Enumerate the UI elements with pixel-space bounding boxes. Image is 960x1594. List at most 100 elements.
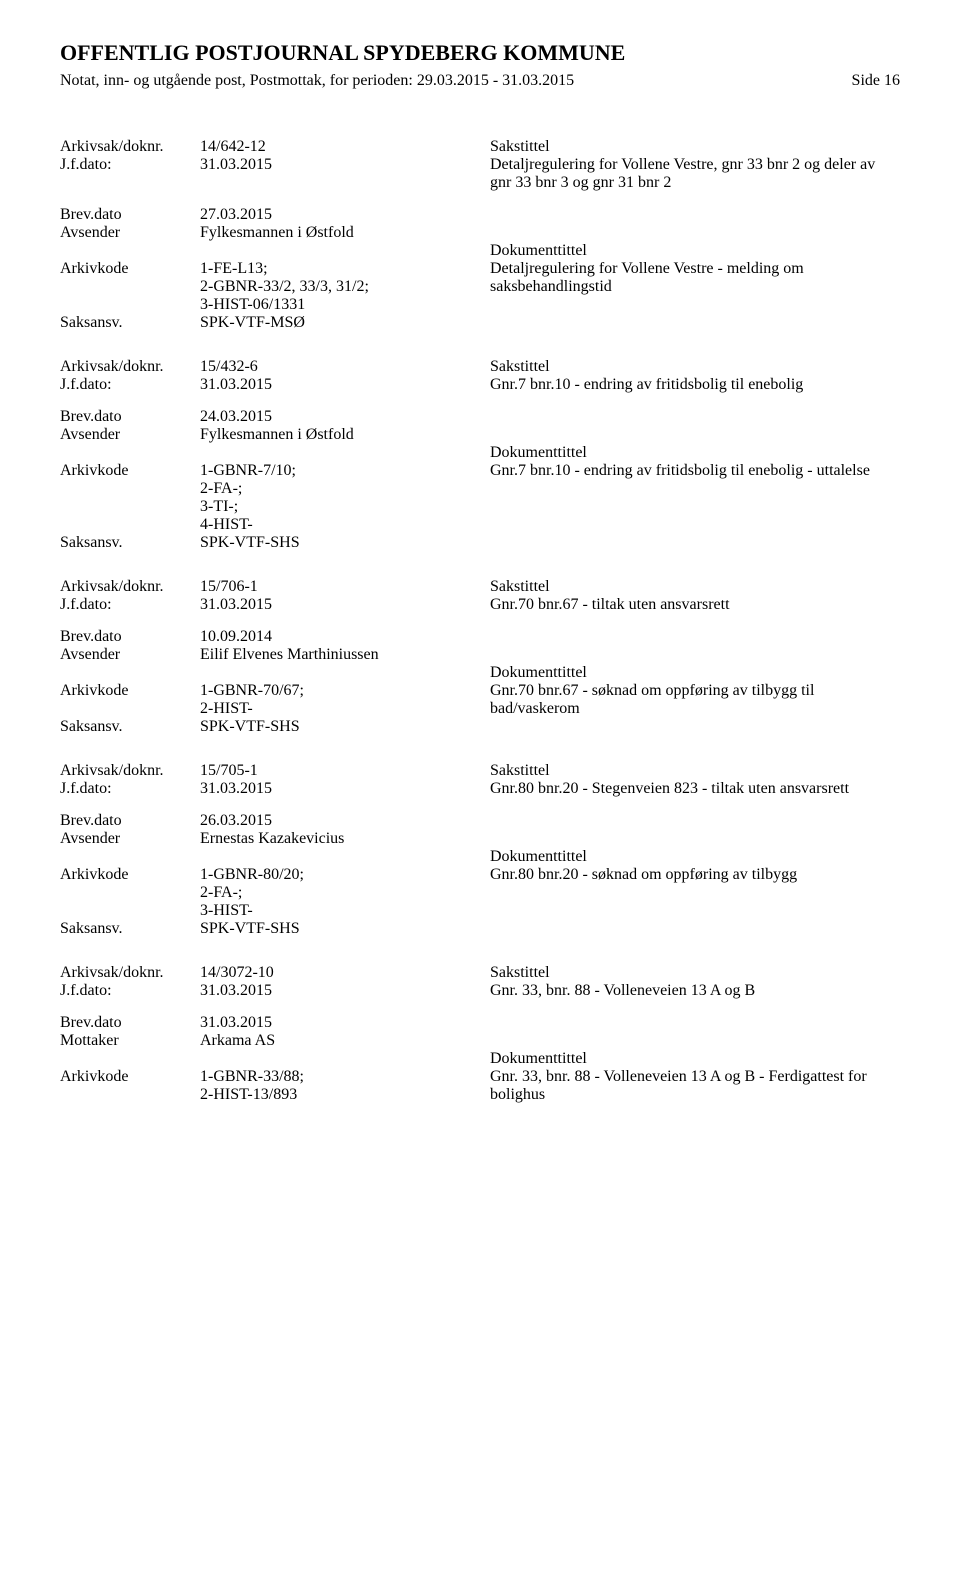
value-brevdato: 31.03.2015 [200,1014,490,1032]
entry-line: Saksansv. SPK-VTF-MSØ [60,314,900,332]
gap [60,192,900,206]
label-arkivkode: Arkivkode [60,1068,200,1086]
value-brevdato: 24.03.2015 [200,408,490,426]
label-brevdato: Brev.dato [60,812,200,830]
entry-line: J.f.dato: 31.03.2015 Gnr.7 bnr.10 - endr… [60,376,900,394]
label-saksansv: Saksansv. [60,718,200,736]
value-dokumenttittel: Gnr.7 bnr.10 - endring av fritidsbolig t… [490,462,900,480]
gap [60,798,900,812]
value-sakstittel: Detaljregulering for Vollene Vestre, gnr… [490,156,900,192]
label-sakstittel: Sakstittel [490,358,900,376]
value-arkivkode: 1-GBNR-33/88; 2-HIST-13/893 [200,1068,490,1104]
label-sakstittel: Sakstittel [490,964,900,982]
page-number: Side 16 [832,72,900,90]
label-arkivsak: Arkivsak/doknr. [60,762,200,780]
value-jfdato: 31.03.2015 [200,780,490,798]
label-sakstittel: Sakstittel [490,578,900,596]
entry-line: Arkivkode 1-FE-L13; 2-GBNR-33/2, 33/3, 3… [60,260,900,314]
header-row: Notat, inn- og utgående post, Postmottak… [60,72,900,90]
value-saksansv: SPK-VTF-SHS [200,718,490,736]
journal-entry: Arkivsak/doknr. 15/705-1 Sakstittel J.f.… [60,762,900,938]
journal-entry: Arkivsak/doknr. 15/432-6 Sakstittel J.f.… [60,358,900,552]
label-jfdato: J.f.dato: [60,780,200,798]
value-doknr: 15/705-1 [200,762,490,780]
entry-line: Mottaker Arkama AS [60,1032,900,1050]
value-saksansv: SPK-VTF-SHS [200,920,490,938]
entries-container: Arkivsak/doknr. 14/642-12 Sakstittel J.f… [60,138,900,1104]
label-arkivsak: Arkivsak/doknr. [60,578,200,596]
value-dokumenttittel: Gnr.80 bnr.20 - søknad om oppføring av t… [490,866,900,884]
entry-line: Arkivkode 1-GBNR-70/67; 2-HIST- Gnr.70 b… [60,682,900,718]
label-dokumenttittel: Dokumenttittel [490,664,900,682]
journal-entry: Arkivsak/doknr. 14/642-12 Sakstittel J.f… [60,138,900,332]
entry-line: J.f.dato: 31.03.2015 Detaljregulering fo… [60,156,900,192]
label-party: Mottaker [60,1032,200,1050]
label-brevdato: Brev.dato [60,408,200,426]
entry-line: Arkivsak/doknr. 15/432-6 Sakstittel [60,358,900,376]
label-party: Avsender [60,646,200,664]
label-arkivsak: Arkivsak/doknr. [60,138,200,156]
label-arkivkode: Arkivkode [60,682,200,700]
entry-line: J.f.dato: 31.03.2015 Gnr.70 bnr.67 - til… [60,596,900,614]
value-arkivkode: 1-FE-L13; 2-GBNR-33/2, 33/3, 31/2; 3-HIS… [200,260,490,314]
page-title: OFFENTLIG POSTJOURNAL SPYDEBERG KOMMUNE [60,40,900,66]
label-brevdato: Brev.dato [60,1014,200,1032]
entry-line: Arkivsak/doknr. 15/706-1 Sakstittel [60,578,900,596]
label-party: Avsender [60,830,200,848]
journal-entry: Arkivsak/doknr. 14/3072-10 Sakstittel J.… [60,964,900,1104]
entry-line: Avsender Ernestas Kazakevicius [60,830,900,848]
entry-line: Avsender Fylkesmannen i Østfold [60,224,900,242]
value-doknr: 14/642-12 [200,138,490,156]
value-party: Ernestas Kazakevicius [200,830,490,848]
gap [60,1000,900,1014]
value-jfdato: 31.03.2015 [200,376,490,394]
entry-line: Brev.dato 31.03.2015 [60,1014,900,1032]
label-saksansv: Saksansv. [60,534,200,552]
label-dokumenttittel: Dokumenttittel [490,848,900,866]
value-saksansv: SPK-VTF-MSØ [200,314,490,332]
label-sakstittel: Sakstittel [490,138,900,156]
label-jfdato: J.f.dato: [60,596,200,614]
value-sakstittel: Gnr.7 bnr.10 - endring av fritidsbolig t… [490,376,900,394]
value-jfdato: 31.03.2015 [200,156,490,174]
entry-line: Brev.dato 10.09.2014 [60,628,900,646]
label-jfdato: J.f.dato: [60,156,200,174]
value-brevdato: 10.09.2014 [200,628,490,646]
value-jfdato: 31.03.2015 [200,982,490,1000]
value-arkivkode: 1-GBNR-80/20; 2-FA-; 3-HIST- [200,866,490,920]
entry-line: Dokumenttittel [60,242,900,260]
gap [60,394,900,408]
value-doknr: 15/706-1 [200,578,490,596]
value-dokumenttittel: Gnr.70 bnr.67 - søknad om oppføring av t… [490,682,900,718]
entry-line: Dokumenttittel [60,664,900,682]
label-dokumenttittel: Dokumenttittel [490,444,900,462]
label-arkivkode: Arkivkode [60,260,200,278]
subtitle: Notat, inn- og utgående post, Postmottak… [60,72,832,90]
journal-entry: Arkivsak/doknr. 15/706-1 Sakstittel J.f.… [60,578,900,736]
label-jfdato: J.f.dato: [60,982,200,1000]
entry-line: Arkivsak/doknr. 14/3072-10 Sakstittel [60,964,900,982]
header-spacer [60,90,900,138]
gap [60,614,900,628]
label-brevdato: Brev.dato [60,206,200,224]
label-arkivsak: Arkivsak/doknr. [60,358,200,376]
value-arkivkode: 1-GBNR-7/10; 2-FA-; 3-TI-; 4-HIST- [200,462,490,534]
entry-line: Brev.dato 27.03.2015 [60,206,900,224]
entry-line: Arkivsak/doknr. 15/705-1 Sakstittel [60,762,900,780]
entry-line: Avsender Eilif Elvenes Marthiniussen [60,646,900,664]
value-party: Fylkesmannen i Østfold [200,426,490,444]
value-doknr: 15/432-6 [200,358,490,376]
label-arkivsak: Arkivsak/doknr. [60,964,200,982]
value-party: Fylkesmannen i Østfold [200,224,490,242]
value-arkivkode: 1-GBNR-70/67; 2-HIST- [200,682,490,718]
entry-line: Arkivkode 1-GBNR-80/20; 2-FA-; 3-HIST- G… [60,866,900,920]
label-arkivkode: Arkivkode [60,866,200,884]
value-dokumenttittel: Detaljregulering for Vollene Vestre - me… [490,260,900,296]
label-saksansv: Saksansv. [60,920,200,938]
label-jfdato: J.f.dato: [60,376,200,394]
label-party: Avsender [60,426,200,444]
label-party: Avsender [60,224,200,242]
label-saksansv: Saksansv. [60,314,200,332]
value-brevdato: 27.03.2015 [200,206,490,224]
entry-line: Dokumenttittel [60,444,900,462]
